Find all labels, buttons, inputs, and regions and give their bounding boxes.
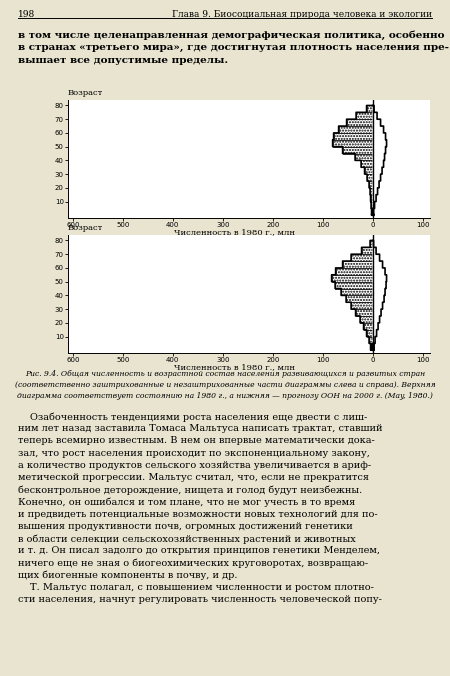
Text: ним лет назад заставила Томаса Мальтуса написать трактат, ставший: ним лет назад заставила Томаса Мальтуса … <box>18 425 382 433</box>
Bar <box>367 105 373 112</box>
Text: сти населения, начнут регулировать численность человеческой попу-: сти населения, начнут регулировать числе… <box>18 595 382 604</box>
Text: зал, что рост населения происходит по экспоненциальному закону,: зал, что рост населения происходит по эк… <box>18 449 370 458</box>
Text: вышения продуктивности почв, огромных достижений генетики: вышения продуктивности почв, огромных до… <box>18 522 353 531</box>
Bar <box>346 119 373 126</box>
Text: бесконтрольное деторождение, нищета и голод будут неизбежны.: бесконтрольное деторождение, нищета и го… <box>18 485 362 495</box>
Bar <box>370 241 373 247</box>
Text: в области селекции сельскохозяйственных растений и животных: в области селекции сельскохозяйственных … <box>18 534 356 544</box>
Text: ничего еще не зная о биогеохимических круговоротах, возвращаю-: ничего еще не зная о биогеохимических кр… <box>18 558 368 568</box>
Text: теперь всемирно известным. В нем он впервые математически дока-: теперь всемирно известным. В нем он впер… <box>18 437 375 445</box>
Bar <box>341 289 373 295</box>
Text: Глава 9. Биосоциальная природа человека и экологии: Глава 9. Биосоциальная природа человека … <box>172 10 432 19</box>
Text: и т. д. Он писал задолго до открытия принципов генетики Менделем,: и т. д. Он писал задолго до открытия при… <box>18 546 380 555</box>
Text: (соответственно заштрихованные и незаштрихованные части диаграммы слева и справа: (соответственно заштрихованные и незаштр… <box>15 381 435 389</box>
Bar <box>367 330 373 337</box>
Bar <box>333 140 373 147</box>
Bar <box>336 268 373 274</box>
Bar <box>360 316 373 323</box>
Bar <box>356 112 373 119</box>
Bar <box>371 343 373 350</box>
Text: Озабоченность тенденциями роста населения еще двести с лиш-: Озабоченность тенденциями роста населени… <box>30 412 367 422</box>
Bar <box>351 302 373 309</box>
Bar <box>355 153 373 160</box>
Bar <box>371 195 373 201</box>
Text: а количество продуктов сельского хозяйства увеличивается в ариф-: а количество продуктов сельского хозяйст… <box>18 461 371 470</box>
Text: диаграмма соответствует состоянию на 1980 г., а нижняя — прогнозу ООН на 2000 г.: диаграмма соответствует состоянию на 198… <box>17 392 433 400</box>
Bar <box>364 167 373 174</box>
Bar <box>332 274 373 282</box>
Text: Численность в 1980 г., млн: Численность в 1980 г., млн <box>175 363 296 371</box>
Text: и предвидеть потенциальные возможности новых технологий для по-: и предвидеть потенциальные возможности н… <box>18 510 378 518</box>
Text: щих биогенные компоненты в почву, и др.: щих биогенные компоненты в почву, и др. <box>18 571 238 580</box>
Text: в том числе целенаправленная демографическая политика, особенно: в том числе целенаправленная демографиче… <box>18 30 445 39</box>
Bar <box>372 208 373 215</box>
Bar <box>342 261 373 268</box>
Bar <box>369 337 373 343</box>
Bar <box>339 126 373 133</box>
Text: в странах «третьего мира», где достигнутая плотность населения пре-: в странах «третьего мира», где достигнут… <box>18 43 449 52</box>
Bar <box>351 254 373 261</box>
Bar <box>371 201 373 208</box>
Bar <box>369 181 373 188</box>
Text: Т. Мальтус полагал, с повышением численности и ростом плотно-: Т. Мальтус полагал, с повышением численн… <box>30 583 374 592</box>
Text: вышает все допустимые пределы.: вышает все допустимые пределы. <box>18 56 228 65</box>
Bar <box>370 188 373 195</box>
Text: 198: 198 <box>18 10 35 19</box>
Bar <box>346 295 373 302</box>
Bar <box>333 133 373 140</box>
Bar <box>356 309 373 316</box>
Text: Возраст: Возраст <box>68 89 104 97</box>
Text: Возраст: Возраст <box>68 224 104 233</box>
Text: Рис. 9.4. Общая численность и возрастной состав населения развивающихся и развит: Рис. 9.4. Общая численность и возрастной… <box>25 370 425 378</box>
Bar <box>362 247 373 254</box>
Bar <box>342 147 373 153</box>
Text: метической прогрессии. Мальтус считал, что, если не прекратится: метической прогрессии. Мальтус считал, ч… <box>18 473 369 482</box>
Bar <box>361 160 373 167</box>
Bar <box>364 323 373 330</box>
Text: Конечно, он ошибался и том плане, что не мог учесть в то время: Конечно, он ошибался и том плане, что не… <box>18 498 355 507</box>
Text: Численность в 1980 г., млн: Численность в 1980 г., млн <box>175 228 296 236</box>
Bar <box>335 282 373 289</box>
Bar <box>367 174 373 181</box>
